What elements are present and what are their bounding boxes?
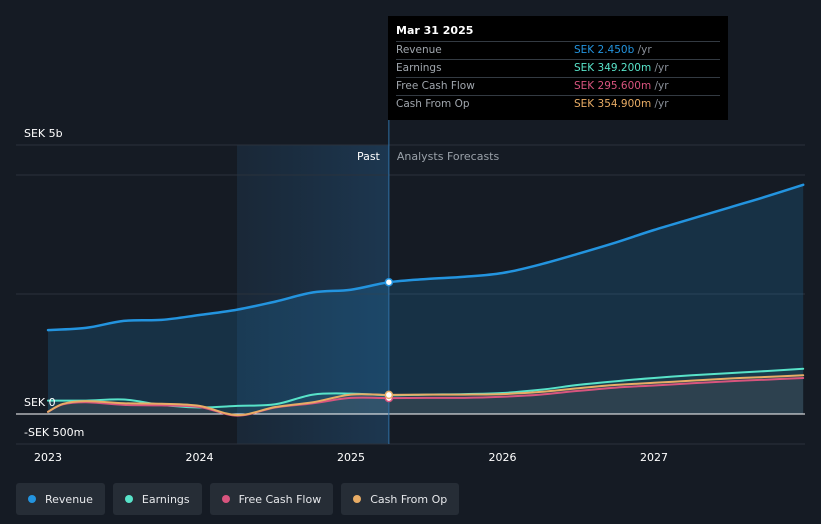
tooltip-label: Free Cash Flow [396,80,475,92]
tooltip-value: SEK 295.600m /yr [574,80,669,92]
cash-from-op-marker [384,390,394,400]
legend-label: Cash From Op [370,492,448,506]
y-axis-label-zero: SEK 0 [24,396,56,409]
legend-dot-icon [353,495,362,503]
past-label: Past [357,150,381,163]
cash-from-op-line [47,374,805,417]
x-tick-label: 2024 [186,451,214,464]
tooltip-date: Mar 31 2025 [396,24,474,37]
gridlines [16,144,805,445]
free-cash-flow-line [47,377,805,417]
y-axis-label-top: SEK 5b [24,127,63,140]
legend-dot-icon [28,495,36,503]
legend-item-earnings[interactable]: Earnings [112,483,202,515]
x-tick-label: 2025 [337,451,365,464]
revenue-line [46,183,805,332]
tooltip-row-earnings: Earnings SEK 349.200m /yr [396,59,720,77]
tooltip-label: Earnings [396,62,442,74]
legend-label: Revenue [45,492,93,506]
legend-label: Free Cash Flow [238,492,322,506]
tooltip-label: Cash From Op [396,98,470,110]
tooltip-row-revenue: Revenue SEK 2.450b /yr [396,41,720,59]
hover-markers [384,277,394,403]
tooltip: Mar 31 2025 Revenue SEK 2.450b /yr Earning… [388,16,728,120]
tooltip-row-free-cash-flow: Free Cash Flow SEK 295.600m /yr [396,77,720,95]
tooltip-value: SEK 354.900m /yr [574,98,669,110]
legend: Revenue Earnings Free Cash Flow Cash From O… [16,483,460,515]
tooltip-label: Revenue [396,44,442,56]
legend-label: Earnings [141,492,190,506]
x-tick-label: 2027 [640,451,668,464]
legend-item-cash-from-op[interactable]: Cash From Op [341,483,460,515]
tooltip-value: SEK 349.200m /yr [574,62,669,74]
axis-labels: SEK 5b SEK 0 -SEK 500m 2023 2024 2025 2026 2027… [24,127,668,464]
legend-item-free-cash-flow[interactable]: Free Cash Flow [209,483,334,515]
earnings-area [48,368,804,414]
series-lines [46,183,805,417]
revenue-marker [384,277,394,287]
legend-item-revenue[interactable]: Revenue [16,483,105,515]
tooltip-value: SEK 2.450b /yr [574,44,652,56]
tooltip-row-cash-from-op: Cash From Op SEK 354.900m /yr [396,95,720,113]
revenue-area [48,184,804,414]
x-tick-label: 2026 [489,451,517,464]
y-axis-label-bottom: -SEK 500m [24,426,84,439]
free-cash-flow-area [48,378,804,416]
forecast-label: Analysts Forecasts [397,150,500,163]
legend-dot-icon [221,495,230,503]
legend-dot-icon [124,495,133,503]
x-tick-label: 2023 [34,451,62,464]
